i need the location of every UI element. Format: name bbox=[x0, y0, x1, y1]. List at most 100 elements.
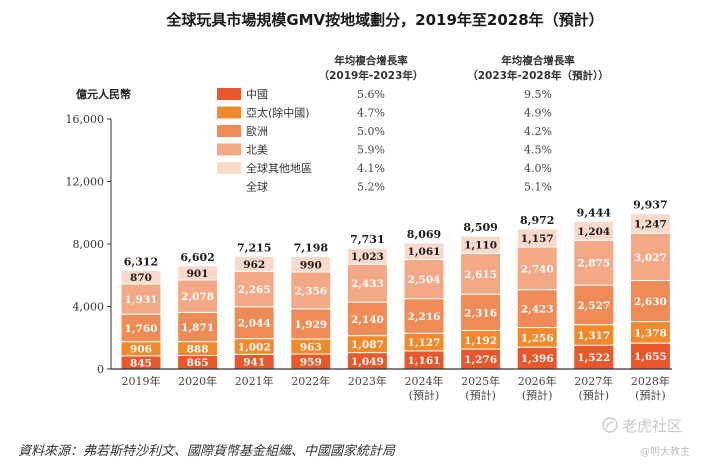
data-label: 941 bbox=[243, 357, 265, 369]
source-note: 資料來源：弗若斯特沙利文、國際貨幣基金組織、中國國家統計局 bbox=[18, 443, 396, 459]
legend-swatch bbox=[217, 106, 241, 119]
bar-stack: 1,161 1,127 2,216 2,504 1,061 8,069 bbox=[403, 228, 445, 370]
legend: 年均複合增長率 （2019年-2023年） 年均複合增長率 （2023年-2028年（… bbox=[217, 54, 609, 194]
data-label: 1,929 bbox=[294, 319, 327, 331]
data-label: 2,044 bbox=[238, 318, 271, 330]
legend-label: 全球 bbox=[246, 180, 268, 194]
data-label: 1,931 bbox=[125, 294, 158, 306]
cagr-2019-2023: 4.7% bbox=[357, 107, 385, 120]
data-label: 962 bbox=[243, 259, 265, 271]
cagr-2019-2023: 5.6% bbox=[357, 88, 385, 101]
bar-segment bbox=[233, 270, 275, 308]
data-label: 2,356 bbox=[294, 285, 327, 297]
data-label: 2,433 bbox=[351, 278, 384, 290]
x-tick-label: 2025年 bbox=[461, 374, 500, 388]
bar-segment bbox=[460, 293, 502, 331]
watermark-brand: 老虎社区 bbox=[622, 417, 682, 435]
cagr-2023-2028: 4.5% bbox=[524, 144, 552, 157]
data-label: 2,527 bbox=[577, 300, 610, 312]
total-label: 6,602 bbox=[180, 251, 214, 264]
x-tick-label: 2024年 bbox=[405, 374, 444, 388]
data-label: 2,316 bbox=[464, 307, 497, 319]
data-label: 1,110 bbox=[464, 240, 497, 252]
x-axis: 2019年 2020年 2021年 2022年 2023年 2024年(預計)2025年(… bbox=[111, 368, 672, 402]
data-label: 2,216 bbox=[408, 311, 441, 323]
legend-swatch bbox=[217, 162, 241, 174]
bar-segment bbox=[177, 265, 219, 281]
watermark-handle: @明大教主 bbox=[640, 445, 690, 458]
bar-segment bbox=[629, 213, 671, 234]
data-label: 1,192 bbox=[464, 335, 497, 347]
x-tick-label: (預計) bbox=[635, 388, 666, 402]
data-label: 959 bbox=[300, 357, 322, 369]
data-label: 1,317 bbox=[577, 330, 610, 342]
y-tick-label: 4,000 bbox=[73, 301, 105, 314]
data-label: 1,049 bbox=[351, 356, 384, 368]
total-label: 7,198 bbox=[294, 242, 329, 255]
data-label: 1,247 bbox=[634, 218, 667, 230]
data-label: 2,265 bbox=[238, 284, 271, 296]
bar-segment bbox=[460, 235, 502, 254]
cagr-2019-2023: 4.1% bbox=[357, 162, 385, 175]
data-label: 1,061 bbox=[408, 246, 441, 258]
data-label: 1,276 bbox=[464, 354, 497, 366]
x-tick-label: 2023年 bbox=[348, 374, 387, 388]
cagr-2019-2023: 5.0% bbox=[357, 125, 385, 138]
legend-swatch bbox=[217, 143, 241, 156]
legend-label: 亞太(除中國) bbox=[246, 106, 310, 120]
legend-item: 歐洲 5.0% 4.2% bbox=[217, 124, 552, 138]
legend-item: 全球 5.2% 5.1% bbox=[246, 180, 552, 194]
legend-item: 全球其他地區 4.1% 4.0% bbox=[217, 161, 552, 175]
data-label: 2,615 bbox=[464, 269, 497, 281]
data-label: 1,023 bbox=[351, 251, 384, 263]
bar-segment bbox=[573, 284, 615, 326]
data-label: 901 bbox=[187, 268, 209, 280]
cagr-2023-2028: 5.1% bbox=[524, 181, 552, 194]
cagr-header: （2023年-2028年（預計）） bbox=[467, 69, 609, 82]
x-tick-label: (預計) bbox=[465, 388, 496, 402]
data-label: 2,630 bbox=[634, 296, 667, 308]
data-label: 1,002 bbox=[238, 341, 271, 353]
data-label: 1,760 bbox=[125, 323, 158, 335]
data-label: 1,378 bbox=[634, 327, 667, 339]
bar-stack: 959 963 1,929 2,356 990 7,198 bbox=[290, 242, 332, 370]
data-label: 2,740 bbox=[521, 263, 554, 275]
bar-stack: 1,522 1,317 2,527 2,875 1,204 9,444 bbox=[573, 206, 615, 370]
cagr-2023-2028: 4.0% bbox=[524, 162, 552, 175]
data-label: 2,875 bbox=[577, 258, 610, 270]
bar-segment bbox=[573, 220, 615, 241]
bar-segment bbox=[233, 306, 275, 340]
bar-segment bbox=[516, 246, 558, 291]
bar-stack: 1,276 1,192 2,316 2,615 1,110 8,509 bbox=[460, 221, 502, 370]
total-label: 8,972 bbox=[520, 214, 554, 227]
data-label: 1,087 bbox=[351, 339, 384, 351]
legend-label: 中國 bbox=[246, 88, 268, 101]
y-tick-label: 0 bbox=[97, 363, 104, 376]
bar-segment bbox=[629, 280, 671, 323]
x-tick-label: 2026年 bbox=[518, 374, 557, 388]
tiger-logo-icon bbox=[602, 417, 618, 433]
cagr-2023-2028: 4.2% bbox=[524, 125, 552, 138]
total-label: 9,444 bbox=[577, 206, 612, 219]
bar-segment bbox=[290, 271, 332, 310]
cagr-header: 年均複合增長率 bbox=[334, 54, 408, 67]
legend-label: 全球其他地區 bbox=[246, 161, 312, 175]
bar-segment bbox=[233, 255, 275, 272]
x-tick-label: 2027年 bbox=[574, 374, 613, 388]
bar-segment bbox=[403, 298, 445, 334]
cagr-header: 年均複合增長率 bbox=[501, 54, 575, 67]
x-tick-label: (預計) bbox=[409, 388, 440, 402]
data-label: 2,140 bbox=[351, 314, 384, 326]
data-label: 888 bbox=[187, 344, 209, 356]
bar-segment bbox=[346, 247, 388, 265]
legend-swatch bbox=[217, 88, 241, 100]
total-label: 8,069 bbox=[407, 228, 441, 241]
bar-stack: 1,396 1,256 2,423 2,740 1,157 8,972 bbox=[516, 214, 558, 370]
bar-segment bbox=[629, 232, 671, 282]
data-label: 1,161 bbox=[408, 355, 441, 367]
cagr-2019-2023: 5.9% bbox=[357, 144, 385, 157]
data-label: 870 bbox=[130, 272, 152, 284]
y-axis-label: 億元人民幣 bbox=[76, 87, 131, 101]
